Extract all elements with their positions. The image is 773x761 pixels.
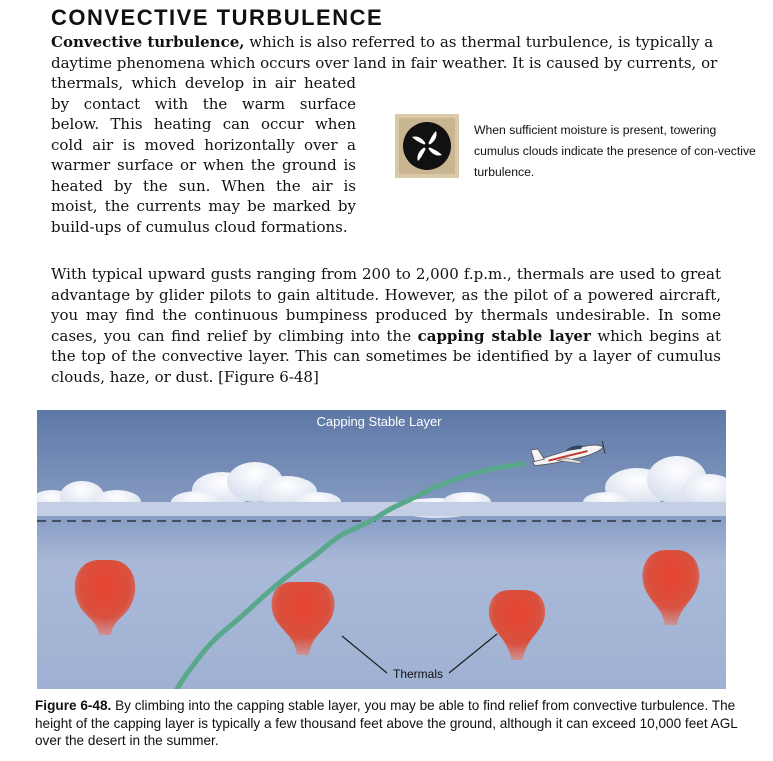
tri-swirl-icon-graphic xyxy=(403,122,451,170)
climb-path xyxy=(174,461,526,689)
cumulus-cloud-layer xyxy=(37,456,726,518)
thermal-bubbles xyxy=(74,550,700,660)
figure-caption-label: Figure 6-48. xyxy=(35,698,112,713)
thermals-pointer-left xyxy=(341,635,388,674)
paragraph-1-continuation: thermals, which develop in air heated by… xyxy=(51,74,356,236)
tri-swirl-turbulence-icon xyxy=(395,114,459,178)
thermals-label: Thermals xyxy=(393,667,443,681)
airplane-icon xyxy=(530,440,606,466)
figure-caption-text: By climbing into the capping stable laye… xyxy=(35,698,738,749)
thermal-3 xyxy=(488,590,546,660)
paragraph-2-text-after: which begins at the top of the convectiv… xyxy=(51,326,721,386)
figure-caption: Figure 6-48. By climbing into the cappin… xyxy=(35,697,745,750)
thermal-2 xyxy=(271,582,335,655)
paragraph-1-opening-text: which is also referred to as thermal tur… xyxy=(51,33,718,72)
paragraph-2: With typical upward gusts ranging from 2… xyxy=(51,264,721,387)
paragraph-1-opening: Convective turbulence, which is also ref… xyxy=(51,32,721,73)
capping-stable-layer-term: capping stable layer xyxy=(417,326,591,345)
capping-stable-layer-label: Capping Stable Layer xyxy=(316,414,442,429)
section-title: CONVECTIVE TURBULENCE xyxy=(51,5,384,30)
thermal-1 xyxy=(74,560,136,635)
convective-turbulence-term: Convective turbulence, xyxy=(51,33,245,51)
thermal-4 xyxy=(642,550,700,625)
figure-6-48-illustration: Capping Stable Layer Thermals xyxy=(37,410,726,689)
sky-background xyxy=(37,410,726,689)
sidebar-note: When sufficient moisture is present, tow… xyxy=(474,123,756,179)
thermals-pointer-right xyxy=(448,633,498,674)
paragraph-2-text-before: With typical upward gusts ranging from 2… xyxy=(51,265,721,345)
